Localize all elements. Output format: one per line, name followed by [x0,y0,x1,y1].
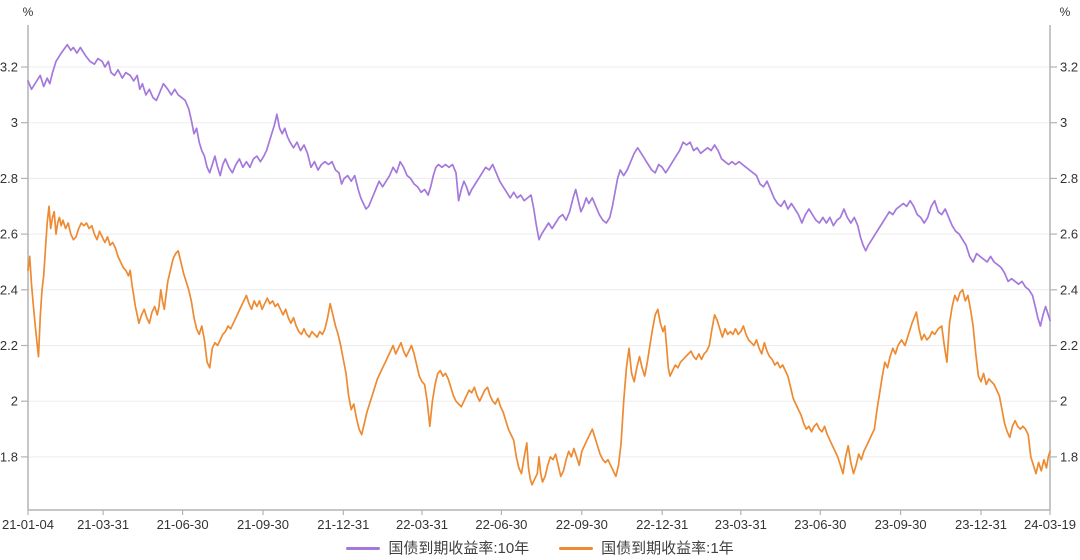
y-tick-label-right: 2.4 [1060,282,1078,297]
series-line-1y [27,205,1051,486]
legend-label-1y: 国债到期收益率:1年 [601,539,734,557]
x-tick-label: 23-03-31 [715,517,767,532]
x-tick-label: 22-06-30 [475,517,527,532]
x-tick-label: 22-12-31 [636,517,688,532]
x-tick-label: 21-06-30 [157,517,209,532]
y-tick-label-left: 2.4 [0,282,18,297]
y-tick-label-left: 2.2 [0,338,18,353]
y-tick-label-left: 2 [11,394,18,409]
y-axis-unit-left: % [23,5,34,19]
y-tick-label-right: 1.8 [1060,449,1078,464]
y-axis-labels: 3.2 3.2 3 3 2.8 2.8 2.6 2.6 2.4 2.4 2.2 2.2 2 2 1.8 1.8… [0,5,1078,464]
y-tick-label-right: 3.2 [1060,60,1078,75]
gridlines [28,66,1050,458]
x-tick-label: 23-09-30 [875,517,927,532]
y-tick-label-right: 2.2 [1060,338,1078,353]
y-tick-label-left: 2.6 [0,227,18,242]
y-tick-label-right: 2 [1060,394,1067,409]
x-tick-label: 21-03-31 [77,517,129,532]
y-tick-label-right: 3 [1060,115,1067,130]
y-tick-label-right: 2.8 [1060,171,1078,186]
legend-item-10y: 国债到期收益率:10年 [346,541,529,556]
y-tick-label-left: 3 [11,115,18,130]
y-tick-label-left: 1.8 [0,449,18,464]
x-tick-label: 23-06-30 [794,517,846,532]
x-tick-label: 21-01-04 [2,517,54,532]
x-tick-label: 21-12-31 [317,517,369,532]
chart-legend: 国债到期收益率:10年 国债到期收益率:1年 [0,536,1080,560]
legend-label-10y: 国债到期收益率:10年 [388,539,530,557]
x-tick-label: 21-09-30 [237,517,289,532]
yield-chart-canvas: 3.2 3.2 3 3 2.8 2.8 2.6 2.6 2.4 2.4 2.2 2.2 2 2 1.8 1.8… [0,5,1078,532]
legend-item-1y: 国债到期收益率:1年 [559,541,734,556]
x-axis-labels: 21-01-04 21-03-31 21-06-30 21-09-30 21-12-31… [2,510,1076,532]
y-tick-label-left: 3.2 [0,60,18,75]
x-tick-label: 23-12-31 [955,517,1007,532]
legend-swatch-10y [346,546,381,550]
legend-swatch-1y [559,546,594,550]
x-tick-label: 22-03-31 [396,517,448,532]
y-axis-unit-right: % [1060,5,1071,19]
series-line-10y [27,43,1051,327]
x-tick-label: 22-09-30 [556,517,608,532]
y-tick-label-right: 2.6 [1060,227,1078,242]
x-tick-label: 24-03-19 [1024,517,1076,532]
y-tick-label-left: 2.8 [0,171,18,186]
